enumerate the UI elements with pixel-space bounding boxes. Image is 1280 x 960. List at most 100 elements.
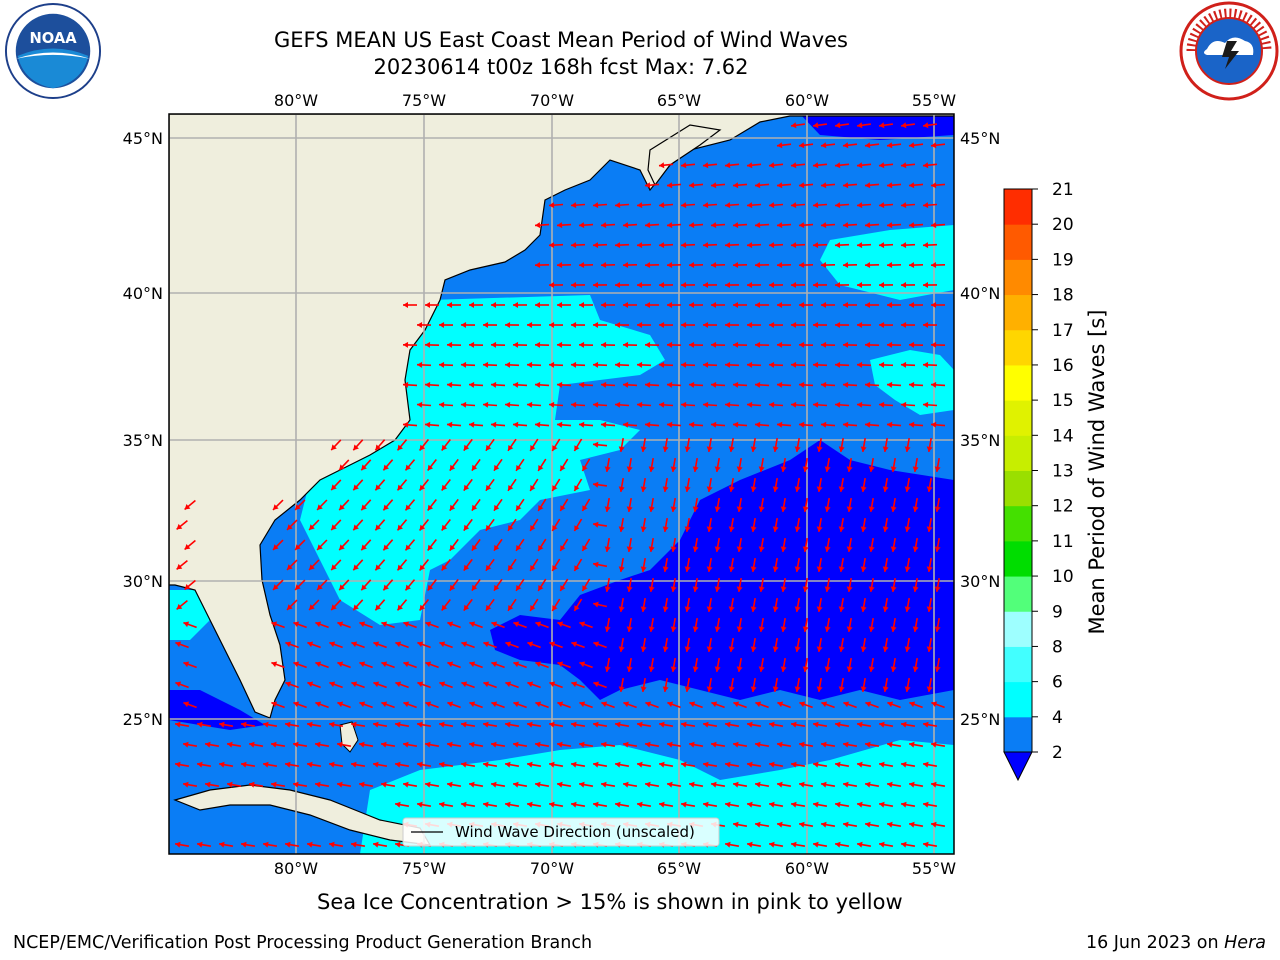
wind-arrow-head — [397, 444, 403, 451]
wind-arrow-head — [359, 741, 365, 748]
wind-arrow-head — [626, 546, 633, 552]
wind-arrow-head — [843, 821, 849, 828]
wind-arrow-head — [309, 564, 315, 570]
wind-arrow-head — [882, 646, 889, 652]
wind-arrow-head — [373, 721, 379, 728]
wind-arrow-head — [403, 661, 410, 668]
wind-arrow-head — [912, 626, 919, 632]
wind-arrow-head — [381, 701, 388, 708]
wind-arrow-head — [777, 341, 783, 348]
wind-arrow-head — [799, 741, 805, 748]
wind-arrow-head — [574, 525, 580, 531]
wind-arrow-head — [494, 584, 500, 591]
wind-arrow-head — [397, 484, 403, 491]
wind-arrow-head — [571, 761, 577, 768]
wind-arrow-head — [838, 686, 845, 692]
wind-arrow-head — [175, 761, 181, 768]
wind-arrow-head — [471, 544, 478, 551]
wind-arrow-head — [846, 506, 853, 512]
wind-arrow-head — [777, 381, 783, 388]
wind-arrow-head — [637, 721, 643, 728]
wind-arrow-head — [684, 606, 691, 612]
wind-arrow-head — [838, 486, 845, 492]
wind-arrow-head — [491, 341, 497, 348]
wind-arrow-head — [692, 626, 699, 632]
wind-arrow-head — [868, 546, 875, 552]
colorbar-segment — [1004, 189, 1032, 225]
wind-arrow-head — [538, 545, 544, 551]
wind-arrow-head — [397, 524, 403, 531]
wind-arrow-head — [505, 761, 511, 768]
wind-arrow-head — [835, 162, 841, 169]
land-nova-scotia — [647, 124, 722, 187]
wind-arrow-head — [618, 686, 625, 692]
wind-arrow-head — [728, 486, 735, 492]
wind-arrow-head — [461, 361, 467, 368]
lon-label: 70°W — [530, 91, 574, 110]
wind-arrow-head — [689, 262, 695, 268]
wind-arrow-head — [439, 681, 446, 688]
wind-arrow-head — [535, 222, 541, 229]
wind-arrow-head — [882, 486, 889, 492]
wind-arrow-head — [552, 605, 558, 611]
lat-label: 45°N — [123, 129, 163, 148]
wind-arrow-head — [799, 302, 804, 308]
wind-arrow-head — [758, 466, 765, 472]
wind-arrow-head — [813, 401, 819, 408]
wind-arrow-head — [645, 781, 651, 788]
wind-arrow-head — [857, 202, 863, 209]
wind-arrow-head — [755, 701, 762, 708]
wind-arrow-head — [750, 686, 757, 692]
wind-arrow-head — [799, 821, 805, 828]
wind-arrow-head — [714, 666, 721, 672]
wind-arrow-head — [835, 282, 840, 288]
wind-arrow-head — [383, 544, 389, 551]
wind-arrow-head — [403, 341, 409, 348]
wind-arrow-head — [703, 242, 709, 249]
wind-arrow-head — [571, 202, 577, 209]
wind-arrow-head — [530, 605, 536, 611]
wind-arrow-head — [909, 302, 914, 308]
wind-arrow-head — [865, 182, 871, 189]
wind-arrow-head — [857, 841, 863, 848]
wind-arrow-head — [681, 282, 686, 288]
wind-arrow-head — [857, 361, 863, 368]
wind-arrow-head — [802, 666, 809, 672]
wind-arrow-head — [615, 322, 621, 328]
wind-arrow-head — [813, 361, 819, 368]
wind-arrow-head — [403, 781, 409, 788]
wind-arrow-head — [887, 381, 893, 388]
wind-arrow-head — [706, 646, 713, 652]
wind-arrow-head — [777, 741, 783, 748]
wind-arrow-head — [593, 242, 599, 249]
wind-arrow-head — [926, 606, 933, 612]
wind-arrow-head — [662, 526, 669, 532]
wind-arrow-head — [725, 721, 731, 728]
wind-arrow-head — [769, 282, 774, 288]
wind-arrow-head — [799, 421, 805, 428]
wind-arrow-head — [271, 741, 277, 748]
wind-arrow-head — [329, 721, 335, 728]
wind-arrow-head — [508, 445, 514, 451]
wind-arrow-head — [339, 504, 345, 511]
wind-arrow-head — [901, 361, 907, 368]
wind-arrow-head — [758, 506, 765, 512]
chart-title: GEFS MEAN US East Coast Mean Period of W… — [274, 28, 848, 52]
wind-arrow-head — [802, 546, 809, 552]
wind-arrow-head — [637, 322, 643, 328]
wind-arrow-head — [923, 162, 929, 169]
lon-label: 80°W — [274, 91, 318, 110]
footer-organization: NCEP/EMC/Verification Post Processing Pr… — [13, 933, 593, 953]
wind-arrow-head — [293, 661, 300, 668]
wind-arrow-head — [747, 401, 753, 408]
wind-arrow-head — [824, 626, 831, 632]
colorbar-segment — [1004, 540, 1032, 577]
wind-arrow-head — [582, 505, 588, 511]
sea-ice-note: Sea Ice Concentration > 15% is shown in … — [317, 890, 903, 914]
wind-arrow-head — [711, 781, 717, 788]
wind-arrow-head — [904, 446, 911, 452]
wind-arrow-head — [557, 421, 563, 428]
wind-arrow-head — [912, 506, 919, 512]
wind-arrow-head — [659, 801, 665, 808]
wind-arrow-head — [923, 361, 929, 368]
